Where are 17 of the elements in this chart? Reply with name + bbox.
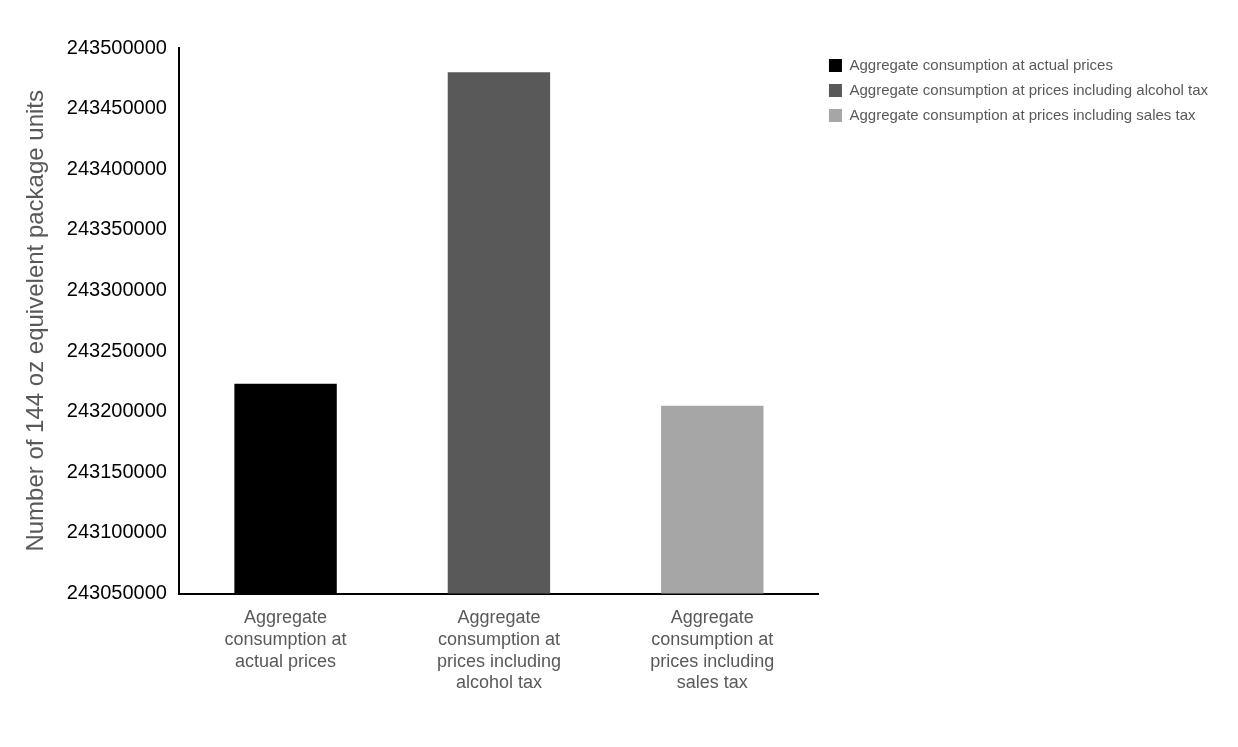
legend-label: Aggregate consumption at actual prices [849,55,1113,73]
y-axis-title: Number of 144 oz equivelent package units [21,89,49,552]
legend-label: Aggregate consumption at prices including sales tax [849,105,1196,123]
x-tick-label: Aggregate consumption at actual prices [224,607,347,671]
x-tick-label: Aggregate consumption at prices including alcohol tax [436,607,561,693]
y-tick-label: 243500000 [66,35,167,58]
y-tick-label: 243150000 [66,459,167,482]
y-tick-label: 243250000 [66,338,167,361]
y-tick-label: 243050000 [66,581,167,604]
y-tick-label: 243450000 [66,96,167,119]
y-tick-label: 243100000 [66,520,167,543]
legend-label: Aggregate consumption at prices including alcohol tax [849,80,1209,98]
x-tick-label: Aggregate consumption at prices including sales tax [650,607,775,693]
y-tick-label: 243400000 [66,156,167,179]
y-tick-label: 243350000 [66,217,167,240]
y-tick-label: 243200000 [66,399,167,422]
y-tick-label: 243300000 [66,278,167,300]
